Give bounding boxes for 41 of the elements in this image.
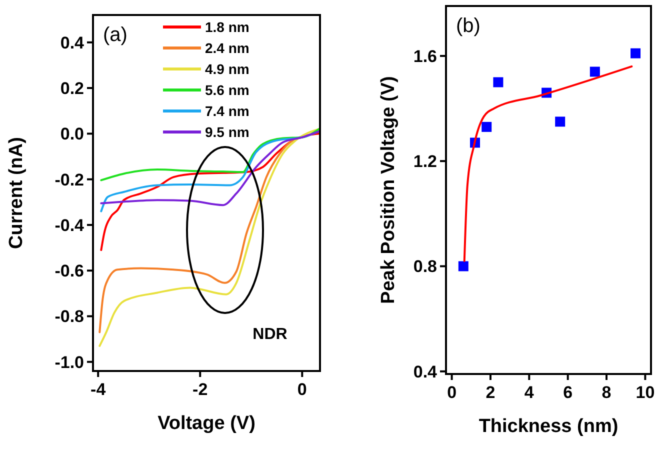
point [458, 261, 468, 272]
y-axis-title: Current (nA) [6, 137, 27, 249]
legend-label: 7.4 nm [205, 103, 250, 119]
x-tick-label: 0 [447, 383, 457, 402]
x-tick-label: -2 [192, 380, 208, 399]
legend-label: 4.9 nm [205, 61, 250, 77]
legend-label: 2.4 nm [205, 40, 250, 56]
y-axis-title: Peak Position Voltage (V) [378, 76, 399, 304]
x-tick-label: 10 [636, 383, 655, 402]
y-tick-label: -0.2 [54, 170, 84, 190]
y-tick-label: 1.2 [413, 152, 437, 172]
y-tick-label: 0.2 [60, 79, 84, 98]
legend-label: 5.6 nm [205, 82, 250, 98]
y-tick-label: -0.6 [54, 262, 84, 281]
x-axis-title: Voltage (V) [158, 413, 256, 434]
y-tick-label: -0.4 [54, 216, 85, 235]
x-tick-label: 8 [602, 383, 612, 402]
x-tick-label: 4 [524, 383, 534, 402]
y-tick-label: 0.8 [413, 257, 437, 276]
chart-title: (b) [456, 15, 480, 37]
point [555, 116, 566, 127]
chart-title: (a) [103, 24, 128, 46]
y-tick-label: 1.6 [413, 46, 437, 66]
x-tick-label: -4 [90, 380, 106, 399]
y-tick-label: 0.4 [413, 362, 438, 382]
legend-label: 9.5 nm [205, 124, 250, 140]
point [482, 122, 492, 132]
annotation: NDR [252, 326, 288, 343]
x-tick-label: 2 [486, 383, 496, 402]
point [590, 66, 600, 77]
point [630, 48, 641, 58]
y-tick-label: 0.4 [60, 33, 85, 52]
x-tick-label: 0 [297, 380, 307, 399]
y-tick-label: -1.0 [54, 352, 84, 372]
point [493, 77, 504, 88]
legend-label: 1.8 nm [205, 19, 250, 35]
x-axis-title: Thickness (nm) [478, 416, 618, 437]
line-series [100, 128, 320, 182]
y-tick-label: -0.8 [54, 307, 84, 326]
y-tick-label: 0.0 [60, 124, 84, 144]
x-tick-label: 6 [563, 383, 573, 402]
